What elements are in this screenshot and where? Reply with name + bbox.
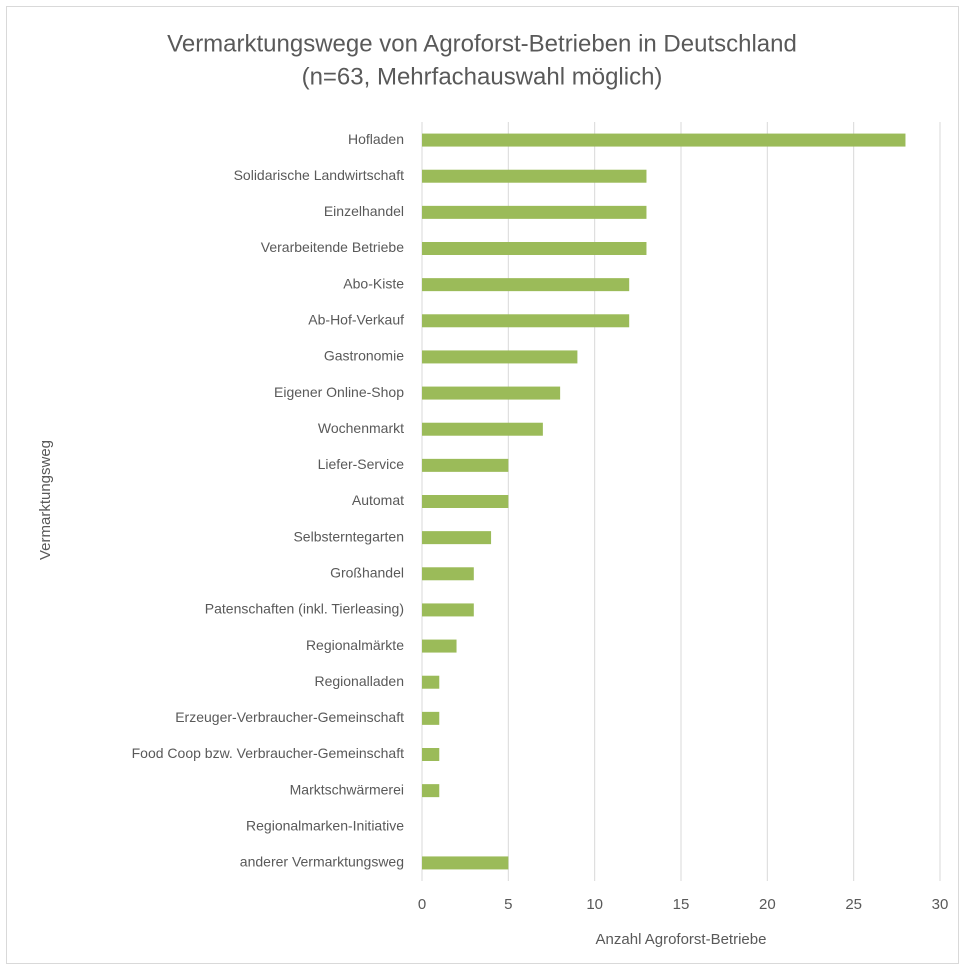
bar — [422, 278, 630, 292]
bar — [422, 422, 543, 436]
y-tick-label: Patenschaften (inkl. Tierleasing) — [205, 601, 404, 617]
y-tick-label: Automat — [352, 492, 404, 508]
y-tick-label: Einzelhandel — [324, 203, 404, 219]
y-tick-label: Marktschwärmerei — [290, 781, 404, 797]
y-tick-label: Eigener Online-Shop — [274, 384, 404, 400]
bar — [422, 205, 647, 219]
y-tick-label: Gastronomie — [324, 348, 404, 364]
y-tick-label: Liefer-Service — [318, 456, 405, 472]
y-tick-label: anderer Vermarktungsweg — [240, 854, 404, 870]
y-tick-label: Regionalmärkte — [306, 637, 404, 653]
bar — [422, 133, 906, 147]
bar — [422, 314, 630, 328]
x-tick-label: 20 — [759, 896, 776, 913]
bar — [422, 784, 440, 798]
y-tick-label: Wochenmarkt — [318, 420, 404, 436]
y-tick-label: Verarbeitende Betriebe — [261, 239, 404, 255]
bar — [422, 350, 578, 364]
y-tick-label: Solidarische Landwirtschaft — [234, 167, 405, 183]
y-tick-label: Großhandel — [330, 564, 404, 580]
x-tick-label: 15 — [673, 896, 690, 913]
y-tick-label: Food Coop bzw. Verbraucher-Gemeinschaft — [132, 745, 404, 761]
bar — [422, 639, 457, 653]
bar — [422, 386, 561, 400]
y-tick-label: Ab-Hof-Verkauf — [308, 311, 404, 327]
bar — [422, 711, 440, 725]
x-tick-label: 30 — [932, 896, 949, 913]
bar — [422, 242, 647, 255]
x-tick-label: 10 — [586, 896, 603, 913]
bar — [422, 458, 509, 472]
x-tick-label: 5 — [504, 896, 512, 913]
bar — [422, 567, 474, 581]
x-tick-label: 0 — [418, 896, 426, 913]
y-tick-label: Erzeuger-Verbraucher-Gemeinschaft — [175, 709, 404, 725]
chart-border — [6, 6, 959, 964]
y-axis-title: Vermarktungsweg — [37, 440, 54, 560]
y-tick-label: Abo-Kiste — [343, 275, 404, 291]
bar — [422, 495, 509, 508]
y-tick-label: Selbsterntegarten — [293, 528, 404, 544]
bar — [422, 603, 474, 617]
bar — [422, 856, 509, 870]
y-tick-label: Regionalmarken-Initiative — [246, 817, 404, 833]
bar — [422, 169, 647, 183]
y-tick-label: Regionalladen — [314, 673, 404, 689]
bar — [422, 675, 440, 689]
x-axis-title: Anzahl Agroforst-Betriebe — [596, 931, 767, 948]
chart-subtitle: (n=63, Mehrfachauswahl möglich) — [302, 63, 663, 90]
chart-title: Vermarktungswege von Agroforst-Betrieben… — [167, 30, 797, 57]
bar — [422, 748, 440, 761]
bar — [422, 531, 492, 545]
x-tick-label: 25 — [845, 896, 862, 913]
y-tick-label: Hofladen — [348, 131, 404, 147]
